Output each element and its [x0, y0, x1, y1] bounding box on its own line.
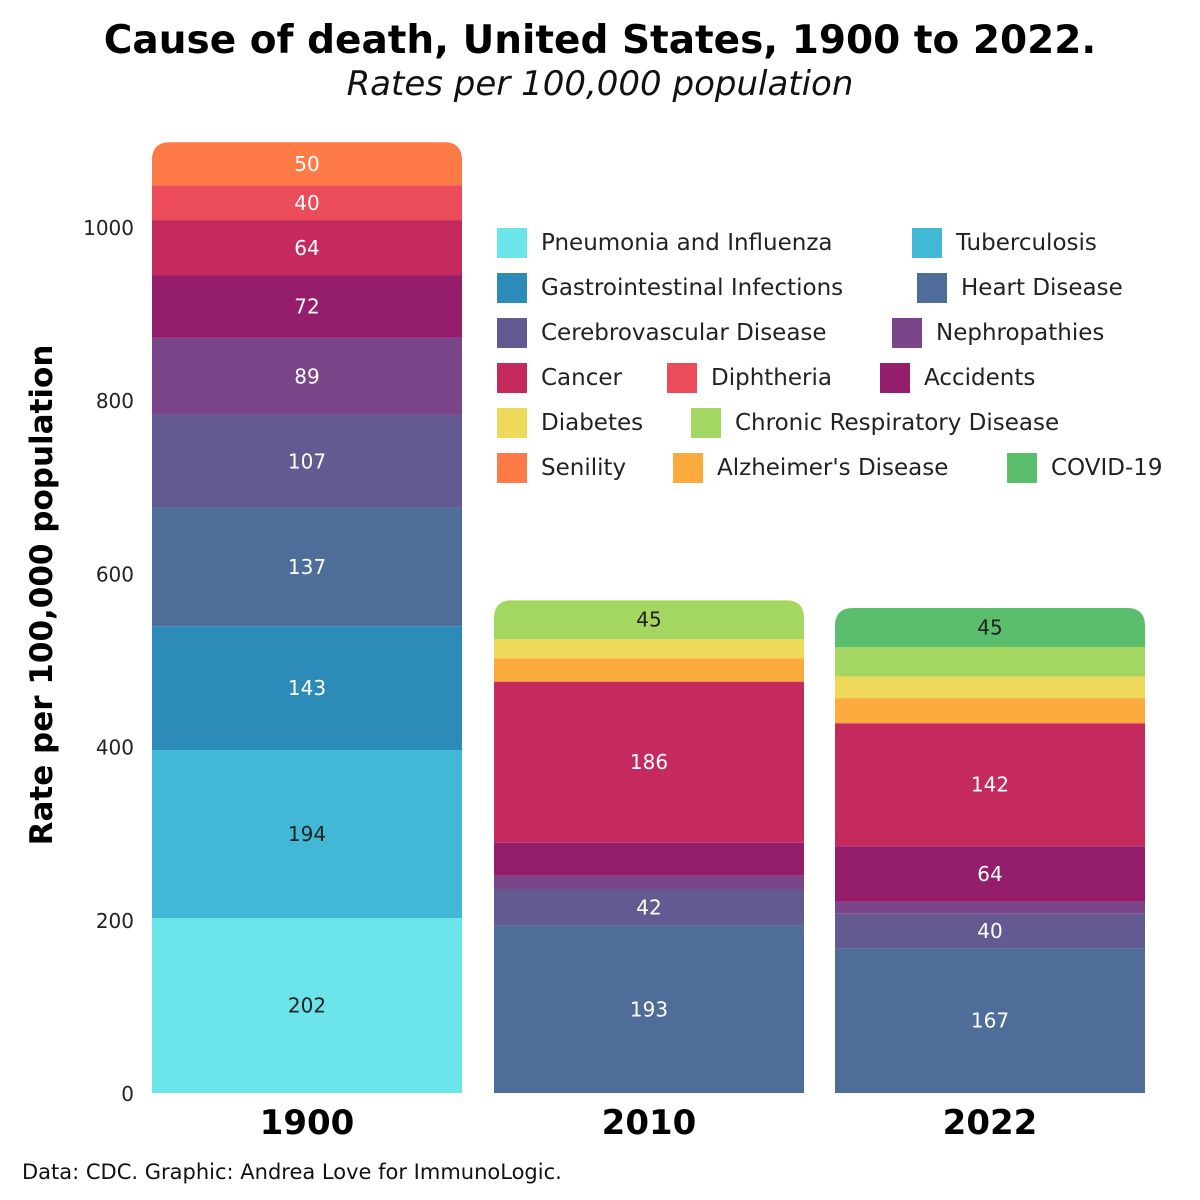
- data-label: 194: [288, 822, 326, 846]
- bar-segment: [152, 220, 462, 276]
- bar-segment: [494, 889, 804, 926]
- y-tick-label: 600: [96, 562, 134, 586]
- x-tick-label: 2010: [602, 1103, 697, 1143]
- y-tick-label: 0: [121, 1082, 134, 1106]
- data-label: 107: [288, 449, 326, 473]
- bar-segment: [835, 608, 1145, 648]
- y-tick-label: 400: [96, 736, 134, 760]
- bar-segment: [152, 626, 462, 751]
- data-label: 143: [288, 676, 326, 700]
- data-label: 142: [971, 773, 1009, 797]
- data-label: 64: [977, 862, 1002, 886]
- data-label: 42: [636, 896, 661, 920]
- data-label: 40: [294, 191, 319, 215]
- x-tick-label: 1900: [260, 1103, 355, 1143]
- data-label: 186: [630, 750, 668, 774]
- bar-segment: [152, 918, 462, 1093]
- chart-title: Cause of death, United States, 1900 to 2…: [103, 18, 1097, 63]
- bar-segment: [494, 925, 804, 1093]
- chart-subtitle: Rates per 100,000 population: [346, 64, 854, 104]
- source-credit: Data: CDC. Graphic: Andrea Love for Immu…: [22, 1160, 562, 1184]
- bar-segment: [152, 275, 462, 338]
- bar-segment: [494, 639, 804, 659]
- bar-segment: [835, 723, 1145, 847]
- bar-segment: [152, 507, 462, 627]
- data-label: 167: [971, 1009, 1009, 1033]
- data-label: 89: [294, 364, 319, 388]
- bar-segment: [835, 846, 1145, 902]
- data-label: 193: [630, 997, 668, 1021]
- bar-segment: [494, 658, 804, 682]
- data-label: 50: [294, 152, 319, 176]
- bar-stack-1900: [152, 142, 462, 1093]
- data-label: 40: [977, 919, 1002, 943]
- bar-segment: [152, 185, 462, 221]
- y-tick-label: 1000: [83, 216, 134, 240]
- bar-segment: [494, 600, 804, 640]
- y-tick-label: 800: [96, 389, 134, 413]
- bar-segment: [835, 647, 1145, 677]
- bar-segment: [494, 875, 804, 890]
- bar-segment: [835, 913, 1145, 949]
- bar-segment: [494, 681, 804, 843]
- data-label: 72: [294, 295, 319, 319]
- bar-segment: [152, 414, 462, 508]
- bar-segment: [494, 842, 804, 876]
- data-label: 202: [288, 994, 326, 1018]
- bar-stack-2010: [494, 600, 804, 1093]
- data-label: 45: [636, 608, 661, 632]
- bar-segment: [152, 142, 462, 186]
- bar-segment: [835, 948, 1145, 1093]
- bar-segment: [152, 750, 462, 919]
- data-label: 137: [288, 555, 326, 579]
- data-label: 64: [294, 236, 319, 260]
- y-tick-label: 200: [96, 909, 134, 933]
- bar-segment: [835, 698, 1145, 724]
- bar-segment: [835, 901, 1145, 914]
- bar-segment: [835, 676, 1145, 699]
- x-tick-label: 2022: [943, 1103, 1038, 1143]
- bar-stack-2022: [835, 608, 1145, 1093]
- data-label: 45: [977, 616, 1002, 640]
- bar-segment: [152, 337, 462, 415]
